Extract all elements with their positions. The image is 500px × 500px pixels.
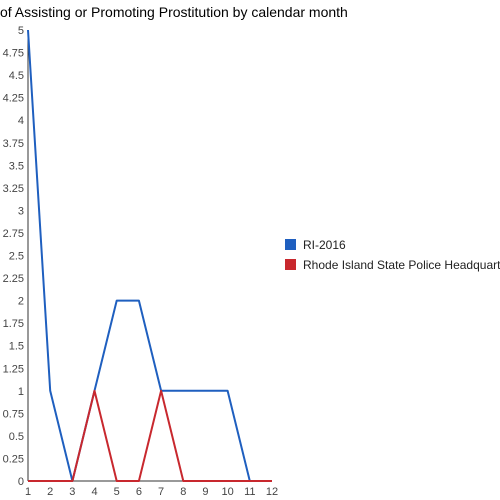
x-tick-label: 7 — [158, 486, 164, 498]
x-tick-label: 5 — [114, 486, 120, 498]
y-tick-label: 4.25 — [3, 93, 24, 105]
y-tick-label: 3.75 — [3, 138, 24, 150]
x-tick-label: 3 — [69, 486, 75, 498]
x-axis-ticks: 1 2 3 4 5 6 7 8 9 10 11 12 — [25, 486, 278, 498]
x-tick-label: 11 — [244, 486, 255, 498]
legend-label: RI-2016 — [303, 238, 346, 252]
x-tick-label: 6 — [136, 486, 142, 498]
series-lines — [27, 29, 272, 482]
y-tick-label: 0.5 — [9, 431, 24, 443]
y-tick-label: 1.25 — [3, 363, 24, 375]
y-tick-label: 0.75 — [3, 408, 24, 420]
y-tick-label: 1.75 — [3, 318, 24, 330]
legend: RI-2016 Rhode Island State Police Headqua… — [285, 238, 500, 272]
x-tick-label: 1 — [25, 486, 31, 498]
y-tick-label: 2 — [18, 296, 24, 308]
series-line-1 — [27, 29, 272, 482]
legend-swatch — [285, 259, 296, 270]
y-tick-label: 2.75 — [3, 228, 24, 240]
chart-title: of Assisting or Promoting Prostitution b… — [0, 4, 348, 20]
y-tick-label: 3 — [18, 205, 24, 217]
y-tick-label: 1 — [18, 386, 24, 398]
series-line-2 — [28, 389, 272, 482]
x-tick-label: 8 — [180, 486, 186, 498]
y-tick-label: 5 — [18, 25, 24, 37]
x-tick-label: 10 — [222, 486, 234, 498]
y-axis-ticks: 0 0.25 0.5 0.75 1 1.25 1.5 1.75 2 2.25 2.5 2.75 3 3.2… — [3, 25, 24, 488]
x-tick-label: 9 — [202, 486, 208, 498]
y-tick-label: 3.5 — [9, 160, 24, 172]
y-tick-label: 4.75 — [3, 48, 24, 60]
y-tick-label: 2.25 — [3, 273, 24, 285]
x-tick-label: 2 — [47, 486, 53, 498]
legend-swatch — [285, 239, 296, 250]
y-tick-label: 0.25 — [3, 453, 24, 465]
y-tick-label: 1.5 — [9, 341, 24, 353]
legend-label: Rhode Island State Police Headquarters — [303, 258, 500, 272]
y-tick-label: 0 — [18, 476, 24, 488]
x-tick-label: 12 — [266, 486, 278, 498]
y-tick-label: 2.5 — [9, 251, 24, 263]
y-tick-label: 3.25 — [3, 183, 24, 195]
y-tick-label: 4.5 — [9, 70, 24, 82]
y-tick-label: 4 — [18, 115, 24, 127]
axes — [27, 30, 272, 482]
x-tick-label: 4 — [91, 486, 97, 498]
